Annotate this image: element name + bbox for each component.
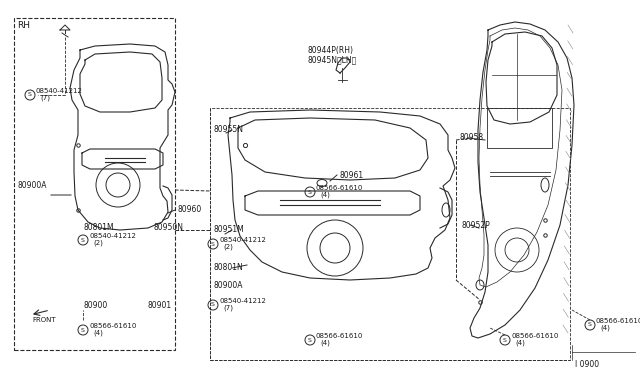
Text: S: S (211, 302, 215, 308)
Text: (4): (4) (320, 340, 330, 346)
Text: 08540-41212: 08540-41212 (219, 298, 266, 304)
Text: 80901: 80901 (148, 301, 172, 310)
Bar (14, 18, 175, 350)
Text: (2): (2) (223, 244, 233, 250)
Text: (4): (4) (515, 340, 525, 346)
Text: 80960: 80960 (178, 205, 202, 215)
Text: 08540-41212: 08540-41212 (219, 237, 266, 243)
Text: FRONT: FRONT (32, 317, 56, 323)
Text: 80900A: 80900A (213, 280, 243, 289)
Text: 08566-61610: 08566-61610 (316, 185, 364, 191)
Text: 80801M: 80801M (83, 224, 114, 232)
Text: 80900: 80900 (83, 301, 108, 310)
Text: 80950N: 80950N (153, 224, 183, 232)
Text: 08540-41212: 08540-41212 (89, 233, 136, 239)
Text: 80951M: 80951M (213, 225, 244, 234)
Text: 08566-61610: 08566-61610 (596, 318, 640, 324)
Text: 08566-61610: 08566-61610 (316, 333, 364, 339)
Text: S: S (81, 327, 85, 333)
Text: S: S (211, 241, 215, 247)
Text: (4): (4) (320, 192, 330, 198)
Text: S: S (503, 337, 507, 343)
Text: I 0900: I 0900 (575, 360, 599, 369)
Text: 80955N: 80955N (213, 125, 243, 135)
Text: S: S (308, 189, 312, 195)
Text: S: S (308, 337, 312, 343)
Text: 08540-41212: 08540-41212 (36, 88, 83, 94)
Text: (4): (4) (600, 325, 610, 331)
Text: 80952P: 80952P (462, 221, 491, 230)
Text: (4): (4) (93, 330, 103, 336)
Text: (2): (2) (93, 240, 103, 246)
Text: 80958: 80958 (460, 134, 484, 142)
Text: 80961: 80961 (340, 170, 364, 180)
Text: (7): (7) (223, 305, 233, 311)
Text: (7): (7) (40, 95, 50, 101)
Text: 80945N〈LH〉: 80945N〈LH〉 (308, 55, 357, 64)
Text: 80900A: 80900A (17, 180, 47, 189)
Text: 08566-61610: 08566-61610 (89, 323, 136, 329)
Text: S: S (28, 93, 32, 97)
Bar (487, 108, 552, 148)
Text: 08566-61610: 08566-61610 (511, 333, 558, 339)
Text: RH: RH (17, 22, 30, 31)
Text: S: S (588, 323, 592, 327)
Text: 80944P(RH): 80944P(RH) (308, 45, 354, 55)
Text: 80801N: 80801N (213, 263, 243, 273)
Text: S: S (81, 237, 85, 243)
Bar (210, 108, 570, 360)
